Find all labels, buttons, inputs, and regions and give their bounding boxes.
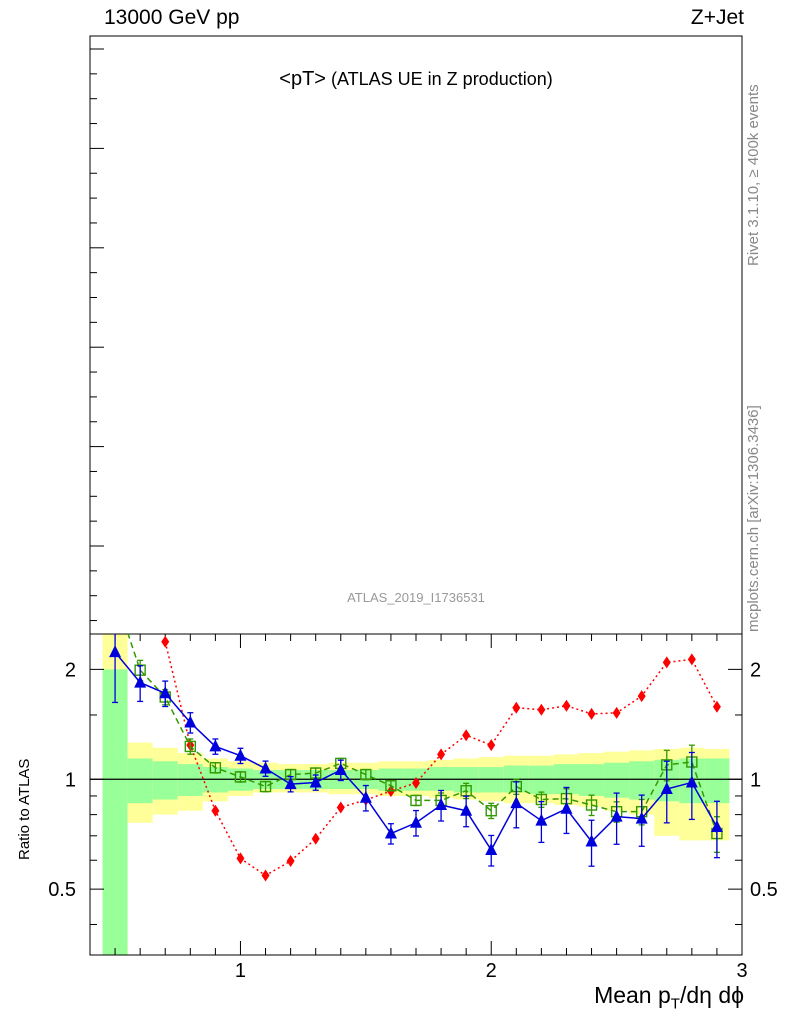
point-green [209, 762, 222, 774]
point-green [385, 780, 397, 792]
point-red [462, 729, 471, 742]
point-red [261, 869, 270, 882]
band-inner [127, 758, 153, 804]
point-blue [109, 645, 122, 658]
point-red [412, 776, 420, 789]
band-inner [177, 764, 203, 796]
band-inner [604, 762, 630, 798]
point-blue [710, 819, 723, 832]
point-blue [259, 761, 272, 774]
point-red [537, 703, 546, 716]
point-red [512, 701, 521, 714]
uncertainty-bands [102, 634, 730, 955]
point-red [487, 739, 496, 752]
y-axis-label-text: Ratio to ATLAS [16, 758, 33, 860]
point-blue [384, 826, 397, 839]
x-tick-label: 2 [486, 960, 497, 982]
point-blue [334, 763, 347, 776]
point-red [211, 804, 220, 817]
x-axis-label-main: Mean p [594, 982, 671, 1008]
y-tick-label: 1 [65, 769, 76, 791]
point-blue [660, 782, 673, 795]
title-symbol: <pT> [279, 68, 326, 90]
series-blue [109, 634, 723, 867]
analysis-id: ATLAS_2019_I1736531 [347, 590, 485, 605]
point-red [437, 748, 446, 761]
point-green [585, 799, 598, 811]
point-red [236, 852, 245, 865]
point-green [184, 740, 197, 753]
point-green [259, 780, 272, 793]
plot-title: <pT> (ATLAS UE in Z production) [90, 68, 742, 91]
point-blue [184, 715, 197, 728]
point-red [612, 706, 621, 719]
point-blue [284, 777, 297, 790]
point-green [234, 771, 247, 783]
point-red [712, 700, 721, 713]
point-red [161, 635, 170, 648]
point-red [562, 699, 571, 712]
point-blue [685, 775, 698, 788]
point-blue [585, 834, 598, 847]
y-ticks: 0.5 0.5 1 1 2 2 [48, 659, 778, 926]
x-axis-label-rest: /dη dϕ [679, 982, 744, 1008]
point-blue [234, 748, 247, 761]
y-tick-label-right: 2 [750, 659, 761, 681]
point-blue [560, 801, 573, 814]
y-tick-label-right: 1 [750, 769, 761, 791]
x-tick-label: 3 [736, 960, 747, 982]
point-blue [510, 796, 523, 809]
y-tick-label: 2 [65, 659, 76, 681]
point-blue [610, 809, 623, 822]
y-tick-label-right: 0.5 [750, 879, 778, 901]
point-blue [359, 790, 372, 803]
point-green [410, 794, 422, 807]
x-ticks: 1 2 3 [89, 634, 748, 982]
energy-label: 13000 GeV pp [104, 6, 240, 29]
point-red [311, 832, 320, 845]
point-blue [309, 775, 322, 788]
point-blue [635, 811, 648, 824]
point-blue [435, 798, 448, 811]
band-inner [102, 669, 128, 955]
band-inner [152, 761, 178, 800]
point-green [485, 805, 497, 817]
point-blue [535, 813, 548, 826]
point-blue [159, 686, 172, 699]
main-panel-ticks [90, 48, 104, 622]
point-blue [485, 842, 498, 855]
point-red [637, 690, 646, 703]
title-text: (ATLAS UE in Z production) [330, 69, 553, 89]
band-inner [579, 764, 605, 796]
band-inner [629, 761, 655, 800]
point-red [687, 653, 696, 666]
point-blue [134, 675, 147, 688]
point-red [286, 855, 295, 868]
point-green [360, 768, 372, 781]
point-blue [460, 803, 473, 816]
y-axis-label: Ratio to ATLAS [16, 650, 44, 860]
point-blue [410, 815, 422, 828]
point-blue [209, 739, 222, 752]
process-label: Z+Jet [690, 6, 744, 29]
point-red [336, 801, 345, 814]
x-axis-label: Mean pT/dη dϕ [594, 982, 744, 1013]
x-axis-label-sub: T [670, 995, 680, 1013]
y-tick-label: 0.5 [48, 879, 76, 901]
x-tick-label: 1 [235, 960, 246, 982]
band-inner [704, 758, 730, 804]
band-inner [528, 765, 554, 795]
point-red [587, 707, 596, 720]
main-frame [89, 35, 743, 635]
point-red [662, 656, 671, 669]
